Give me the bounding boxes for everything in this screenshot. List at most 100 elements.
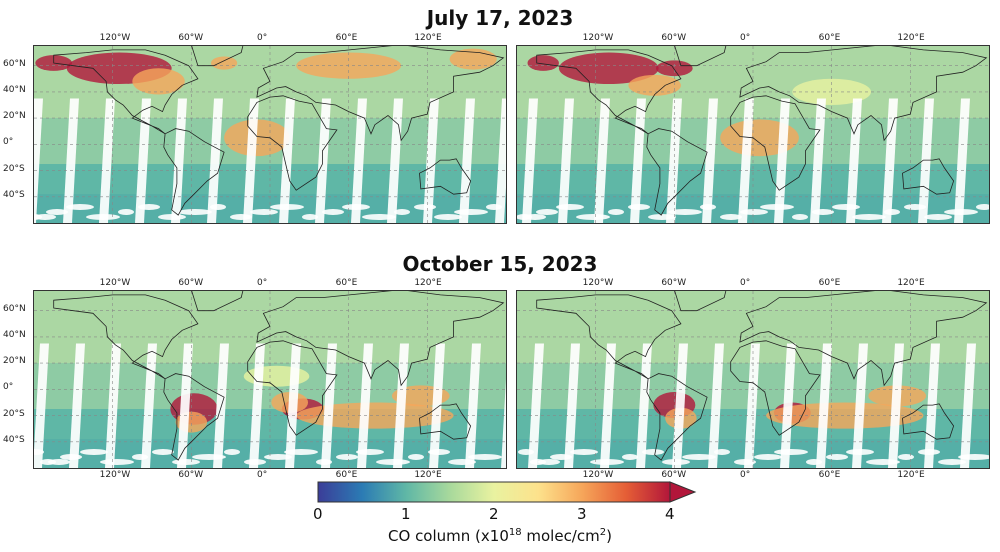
coastline — [256, 291, 505, 387]
cloud-gap — [832, 204, 860, 210]
cloud-gap — [66, 204, 94, 210]
swath-gap — [177, 343, 193, 468]
cloud-gap — [570, 449, 598, 455]
coastline — [247, 340, 338, 436]
swath-gap — [924, 343, 940, 468]
map-panel-july-right — [516, 45, 990, 224]
cloud-gap — [434, 214, 462, 220]
coastline — [902, 158, 955, 195]
lon-tick-top: 0° — [257, 278, 268, 288]
swath-gap — [918, 98, 934, 223]
swath-gap — [34, 98, 43, 223]
cloud-gap — [754, 454, 782, 460]
lat-tick: 0° — [3, 382, 14, 393]
coastline — [536, 49, 682, 135]
cloud-gap — [138, 204, 160, 210]
lat-tick: 40°N — [3, 329, 26, 340]
cloud-gap — [302, 214, 318, 220]
colorbar-gradient — [317, 481, 671, 503]
swath-gap — [207, 98, 223, 223]
coastline — [902, 403, 955, 440]
cloud-gap — [336, 454, 358, 460]
cloud-gap — [714, 449, 730, 455]
swath-gap — [243, 98, 259, 223]
colorbar-tick-1: 1 — [401, 505, 411, 523]
coastline — [191, 291, 244, 312]
swath-gap — [315, 98, 331, 223]
swath-gap — [63, 98, 79, 223]
lon-tick-top: 60°E — [818, 278, 841, 288]
coastline — [247, 95, 338, 191]
swath-gap — [34, 343, 49, 468]
lon-tick-bottom: 120°E — [414, 470, 442, 480]
colorbar-tick-3: 3 — [577, 505, 587, 523]
map-panel-october-left — [33, 290, 507, 469]
cloud-gap — [264, 454, 292, 460]
coastline — [739, 291, 988, 387]
co-hotspot — [527, 55, 559, 71]
lon-tick-bottom: 0° — [740, 470, 751, 480]
lat-tick: 60°N — [3, 58, 26, 69]
cloud-gap — [918, 449, 940, 455]
cloud-gap — [958, 454, 989, 460]
lon-tick-top: 60°W — [661, 278, 687, 288]
swath-gap — [702, 98, 718, 223]
lat-tick: 40°N — [3, 84, 26, 95]
cloud-gap — [118, 209, 134, 215]
title-july: July 17, 2023 — [426, 6, 574, 30]
cloud-gap — [760, 204, 794, 210]
cloud-gap — [774, 449, 808, 455]
cloud-gap — [944, 209, 978, 215]
lon-tick-top: 120°E — [414, 278, 442, 288]
colorbar-extend-arrow — [669, 481, 697, 503]
swath-gap — [99, 98, 115, 223]
lat-tick: 0° — [3, 137, 14, 148]
coastline — [419, 158, 472, 195]
cloud-gap — [806, 459, 822, 465]
cloud-gap — [590, 459, 624, 465]
cloud-gap — [192, 454, 226, 460]
cloud-gap — [898, 454, 914, 460]
cloud-gap — [576, 214, 610, 220]
co-hotspot — [211, 56, 238, 70]
cloud-gap — [270, 204, 304, 210]
lon-tick-top: 60°W — [178, 278, 204, 288]
cloud-gap — [682, 454, 716, 460]
lon-tick-bottom: 60°E — [818, 470, 841, 480]
cloud-gap — [250, 209, 278, 215]
cloud-gap — [486, 204, 502, 210]
swath-gap — [528, 343, 544, 468]
cloud-gap — [924, 214, 952, 220]
colorbar-tick-2: 2 — [489, 505, 499, 523]
cloud-gap — [454, 209, 488, 215]
cloud-gap — [224, 449, 240, 455]
lon-tick-bottom: 0° — [257, 470, 268, 480]
coastline — [53, 294, 199, 380]
lon-tick-bottom: 60°W — [178, 470, 204, 480]
colorbar-tick-0: 0 — [313, 505, 323, 523]
coastline — [730, 95, 821, 191]
lon-tick-bottom: 60°E — [335, 470, 358, 480]
cloud-gap — [172, 459, 200, 465]
cloud-gap — [316, 459, 332, 465]
coastline — [739, 46, 988, 142]
swath-gap — [636, 343, 652, 468]
swath-gap — [816, 343, 832, 468]
coastline — [163, 128, 225, 216]
swath-gap — [774, 98, 790, 223]
swath-gap — [135, 98, 151, 223]
swath-gap — [564, 343, 580, 468]
cloud-gap — [468, 454, 502, 460]
cloud-gap — [608, 209, 624, 215]
cloud-gap — [322, 209, 344, 215]
cloud-gap — [628, 204, 650, 210]
coastline — [646, 373, 708, 461]
swath-gap — [846, 98, 862, 223]
cloud-gap — [394, 209, 410, 215]
lon-tick-top: 0° — [257, 33, 268, 43]
cloud-gap — [740, 209, 768, 215]
colorbar — [317, 481, 697, 503]
cloud-gap — [536, 209, 558, 215]
cloud-gap — [34, 449, 44, 455]
swath-gap — [600, 343, 616, 468]
